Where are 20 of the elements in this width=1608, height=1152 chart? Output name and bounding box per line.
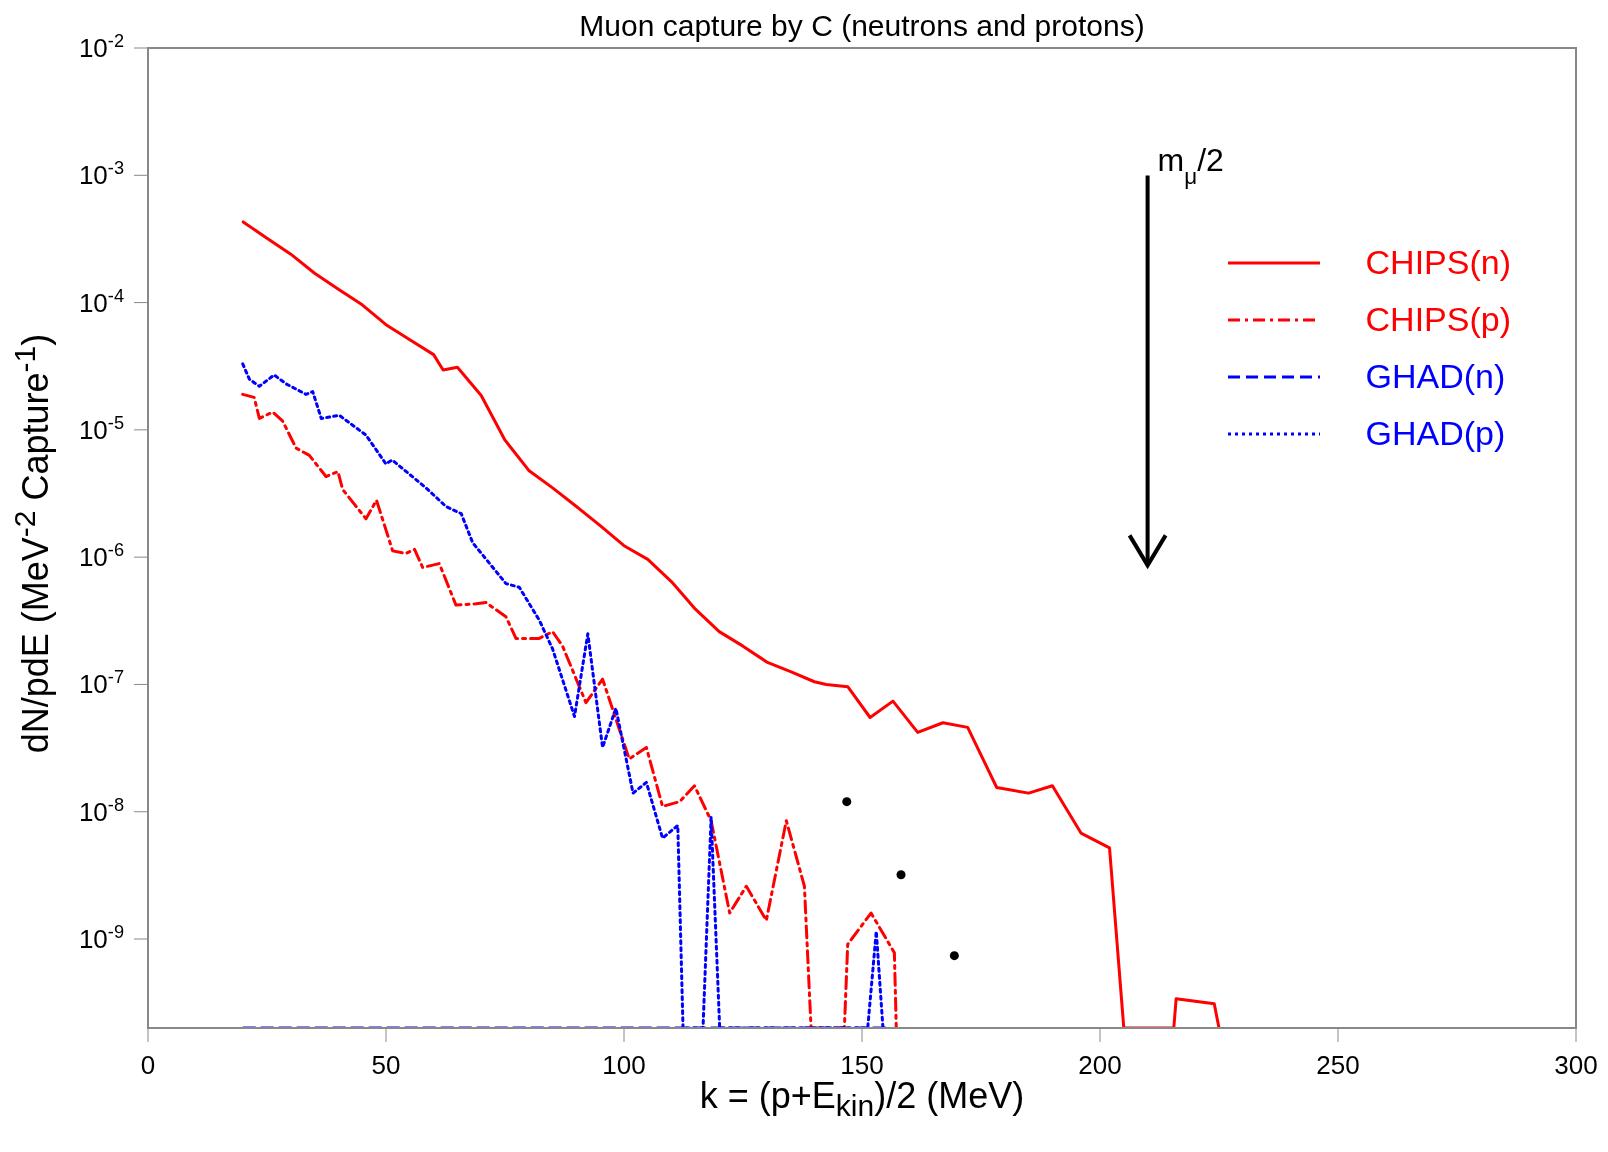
x-tick-label: 300 <box>1554 1050 1598 1080</box>
y-tick-label: 10$^{-5}$ <box>78 412 124 445</box>
y-tick-label: 10$^{-6}$ <box>78 540 124 573</box>
legend-label: CHIPS(p) <box>1365 300 1511 339</box>
x-tick-label: 0 <box>140 1050 156 1080</box>
legend-label: GHAD(n) <box>1365 357 1506 396</box>
legend-label: CHIPS(n) <box>1365 243 1511 282</box>
y-tick-label: 10$^{-2}$ <box>78 31 124 63</box>
annotation: m$_{μ}$/2 <box>1157 142 1224 189</box>
y-tick-label: 10$^{-9}$ <box>78 922 124 955</box>
y-tick-label: 10$^{-7}$ <box>78 667 124 700</box>
y-tick-label: 10$^{-8}$ <box>78 794 124 827</box>
y-tick-label: 10$^{-4}$ <box>78 285 124 318</box>
y-tick-label: 10$^{-3}$ <box>78 158 124 191</box>
x-tick-label: 250 <box>1316 1050 1360 1080</box>
legend-label: GHAD(p) <box>1365 414 1506 453</box>
x-tick-label: 100 <box>602 1050 646 1080</box>
x-tick-label: 200 <box>1078 1050 1122 1080</box>
x-tick-label: 50 <box>371 1050 401 1080</box>
chart-title: Muon capture by C (neutrons and protons) <box>578 8 1146 44</box>
